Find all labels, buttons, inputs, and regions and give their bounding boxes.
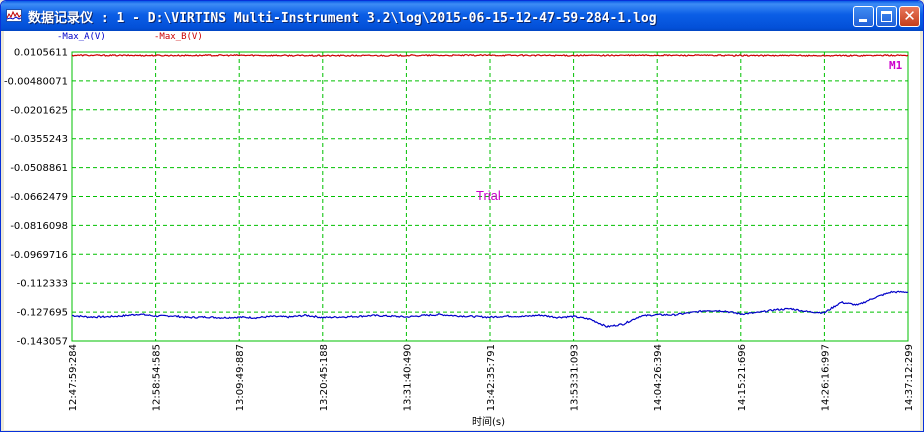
x-tick-label: 13:20:45:188 <box>319 344 330 411</box>
y-axis-ticks: 0.0105611 -0.00480071 -0.0201625 -0.0355243… <box>4 48 68 348</box>
x-tick-label: 13:53:31:093 <box>570 344 581 411</box>
close-icon: ✕ <box>903 7 916 25</box>
x-tick-label: 14:26:16:997 <box>820 344 831 411</box>
y-tick-label: -0.0969716 <box>10 250 68 261</box>
x-axis-label: 时间(s) <box>472 415 505 428</box>
y-tick-label: -0.0201625 <box>10 105 68 116</box>
minimize-button[interactable] <box>853 6 874 27</box>
x-axis-ticks: 12:47:59:284 12:58:54:585 13:09:49:887 13:2… <box>68 344 915 411</box>
series-line-max-a <box>72 290 909 328</box>
legend-item-a: -Max_A(V) <box>57 32 106 42</box>
maximize-icon <box>881 11 892 22</box>
x-tick-label: 12:58:54:585 <box>152 344 163 411</box>
y-tick-label: -0.112333 <box>17 279 68 290</box>
legend-item-b: -Max_B(V) <box>154 32 203 42</box>
x-tick-label: 12:47:59:284 <box>68 344 79 411</box>
x-tick-label: 14:15:21:696 <box>737 344 748 411</box>
maximize-button[interactable] <box>876 6 897 27</box>
y-tick-label: -0.0816098 <box>10 221 68 232</box>
y-tick-label: -0.143057 <box>17 337 68 348</box>
grid-lines <box>72 52 908 341</box>
x-tick-label: 14:04:26:394 <box>653 344 664 411</box>
x-tick-label: 13:42:35:791 <box>486 344 497 411</box>
y-tick-label: 0.0105611 <box>14 48 68 59</box>
marker-m1-label[interactable]: M1 <box>889 59 903 72</box>
y-tick-label: -0.127695 <box>17 308 68 319</box>
minimize-icon <box>859 19 867 22</box>
y-tick-label: -0.00480071 <box>4 76 68 87</box>
x-tick-label: 14:37:12:299 <box>904 344 915 411</box>
y-tick-label: -0.0662479 <box>10 192 68 203</box>
window-title: 数据记录仪 : 1 - D:\VIRTINS Multi-Instrument … <box>28 11 657 26</box>
y-tick-label: -0.0508861 <box>10 163 68 174</box>
y-tick-label: -0.0355243 <box>10 134 68 145</box>
chart-area[interactable]: -Max_A(V) -Max_B(V) 0.0105611 -0.00480071… <box>4 31 920 430</box>
series-layer <box>71 53 909 328</box>
title-bar[interactable]: 数据记录仪 : 1 - D:\VIRTINS Multi-Instrument … <box>1 1 923 31</box>
series-line-max-b <box>71 53 909 57</box>
data-logger-icon[interactable] <box>6 9 22 22</box>
legend: -Max_A(V) -Max_B(V) <box>57 32 203 42</box>
close-button[interactable]: ✕ <box>899 6 920 27</box>
x-tick-label: 13:09:49:887 <box>235 344 246 411</box>
x-tick-label: 13:31:40:490 <box>402 344 413 411</box>
trial-watermark: Trial <box>476 188 501 203</box>
line-chart[interactable]: -Max_A(V) -Max_B(V) 0.0105611 -0.00480071… <box>4 31 920 430</box>
